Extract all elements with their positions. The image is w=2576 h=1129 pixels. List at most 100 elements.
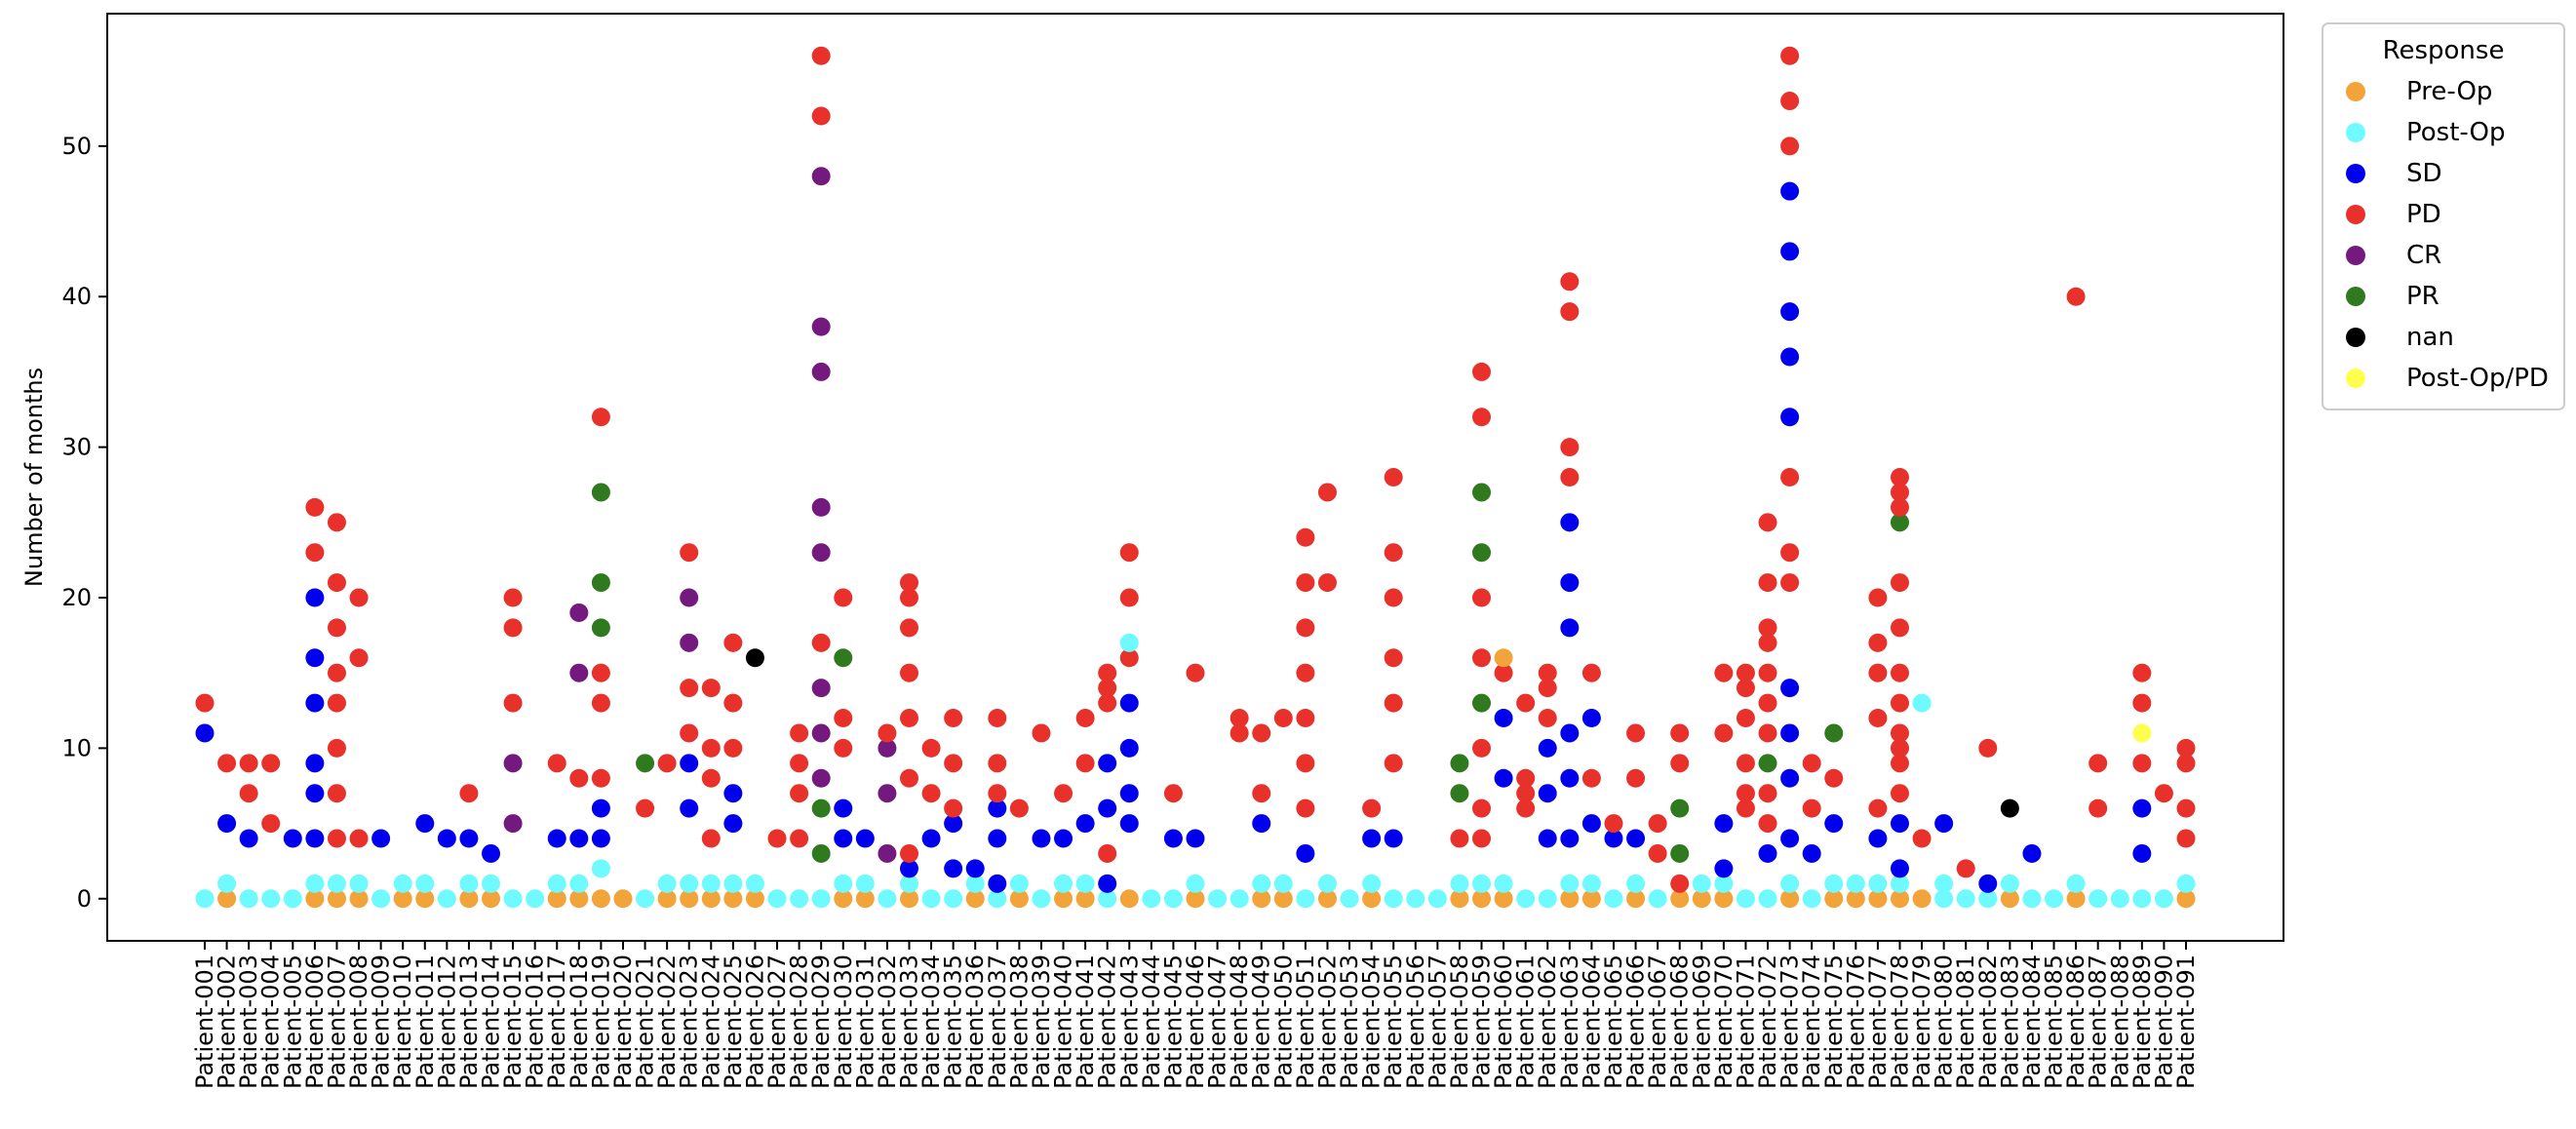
data-point <box>1472 738 1492 758</box>
data-point <box>1098 679 1117 698</box>
data-point <box>1670 874 1690 893</box>
data-point <box>1098 693 1117 713</box>
x-tick-label: Patient-023 <box>676 954 703 1089</box>
data-point <box>1670 843 1690 863</box>
legend-marker <box>2346 328 2365 347</box>
data-point <box>1780 543 1800 563</box>
data-point <box>878 723 897 743</box>
x-tick-label: Patient-079 <box>1908 954 1935 1089</box>
data-point <box>899 843 918 863</box>
data-point <box>459 829 479 848</box>
data-point <box>1802 754 1821 773</box>
data-point <box>1317 573 1337 593</box>
data-point <box>1009 798 1029 818</box>
data-point <box>1934 889 1954 909</box>
data-point <box>503 618 523 638</box>
x-tick-label: Patient-073 <box>1776 954 1804 1089</box>
data-point <box>591 618 610 638</box>
data-point <box>1472 543 1492 563</box>
data-point <box>680 633 699 652</box>
data-point <box>1560 468 1580 487</box>
y-tick-label: 10 <box>61 734 92 761</box>
data-point <box>1406 889 1425 909</box>
x-tick-label: Patient-015 <box>499 954 527 1089</box>
data-point <box>1780 768 1800 788</box>
data-point <box>1890 723 1909 743</box>
x-tick-label: Patient-063 <box>1556 954 1583 1089</box>
data-point <box>921 784 941 803</box>
data-point <box>1736 709 1755 728</box>
data-point <box>217 814 237 834</box>
y-axis-ticks: 0 10 20 30 40 50 <box>61 133 107 913</box>
data-point <box>1780 136 1800 156</box>
x-tick-label: Patient-062 <box>1534 954 1561 1089</box>
data-point <box>1075 874 1095 893</box>
data-point <box>2176 889 2196 909</box>
data-point <box>459 874 479 893</box>
data-point <box>1538 709 1557 728</box>
data-point <box>1384 543 1403 563</box>
data-point <box>2132 798 2152 818</box>
data-point <box>591 483 610 502</box>
data-point <box>1098 874 1117 893</box>
data-point <box>1119 738 1139 758</box>
data-point <box>636 798 655 818</box>
data-point <box>1317 874 1337 893</box>
data-point <box>591 768 610 788</box>
data-point <box>1472 362 1492 381</box>
data-point <box>2132 754 2152 773</box>
x-tick-label: Patient-026 <box>741 954 768 1089</box>
data-point <box>1780 181 1800 201</box>
data-point <box>921 829 941 848</box>
data-point <box>503 693 523 713</box>
data-point <box>349 829 369 848</box>
data-point <box>2022 843 2042 863</box>
data-point <box>261 814 281 834</box>
data-point <box>944 709 963 728</box>
data-point <box>239 754 258 773</box>
data-point <box>1252 784 1271 803</box>
x-tick-label: Patient-041 <box>1072 954 1099 1089</box>
data-point <box>1890 693 1909 713</box>
data-point <box>1780 347 1800 367</box>
data-point <box>899 588 918 607</box>
data-point <box>680 754 699 773</box>
data-point <box>1186 663 1205 682</box>
data-point <box>1516 798 1536 818</box>
data-point <box>547 829 566 848</box>
x-tick-label: Patient-071 <box>1732 954 1759 1089</box>
data-point <box>1142 889 1161 909</box>
data-point <box>1384 648 1403 668</box>
data-point <box>1890 573 1909 593</box>
data-point <box>723 889 743 909</box>
data-point <box>1648 843 1667 863</box>
data-point <box>1560 573 1580 593</box>
x-tick-label: Patient-029 <box>807 954 835 1089</box>
data-point <box>2176 754 2196 773</box>
data-point <box>569 663 589 682</box>
x-tick-label: Patient-056 <box>1402 954 1429 1089</box>
data-point <box>1626 723 1646 743</box>
data-point <box>1472 648 1492 668</box>
x-tick-label: Patient-031 <box>851 954 878 1089</box>
data-point <box>1098 663 1117 682</box>
legend-label: Pre-Op <box>2406 77 2492 106</box>
data-point <box>878 889 897 909</box>
data-point <box>1163 784 1183 803</box>
data-point <box>701 889 721 909</box>
x-tick-label: Patient-085 <box>2041 954 2068 1089</box>
data-point <box>591 663 610 682</box>
data-point <box>327 829 346 848</box>
data-point <box>790 829 809 848</box>
data-point <box>878 738 897 758</box>
data-point <box>305 784 325 803</box>
x-tick-label: Patient-058 <box>1446 954 1473 1089</box>
data-point <box>1119 543 1139 563</box>
data-point <box>1890 738 1909 758</box>
data-point <box>1384 829 1403 848</box>
data-point <box>1054 829 1073 848</box>
data-point <box>723 693 743 713</box>
data-point <box>723 738 743 758</box>
x-tick-label: Patient-069 <box>1688 954 1715 1089</box>
data-point <box>1890 784 1909 803</box>
